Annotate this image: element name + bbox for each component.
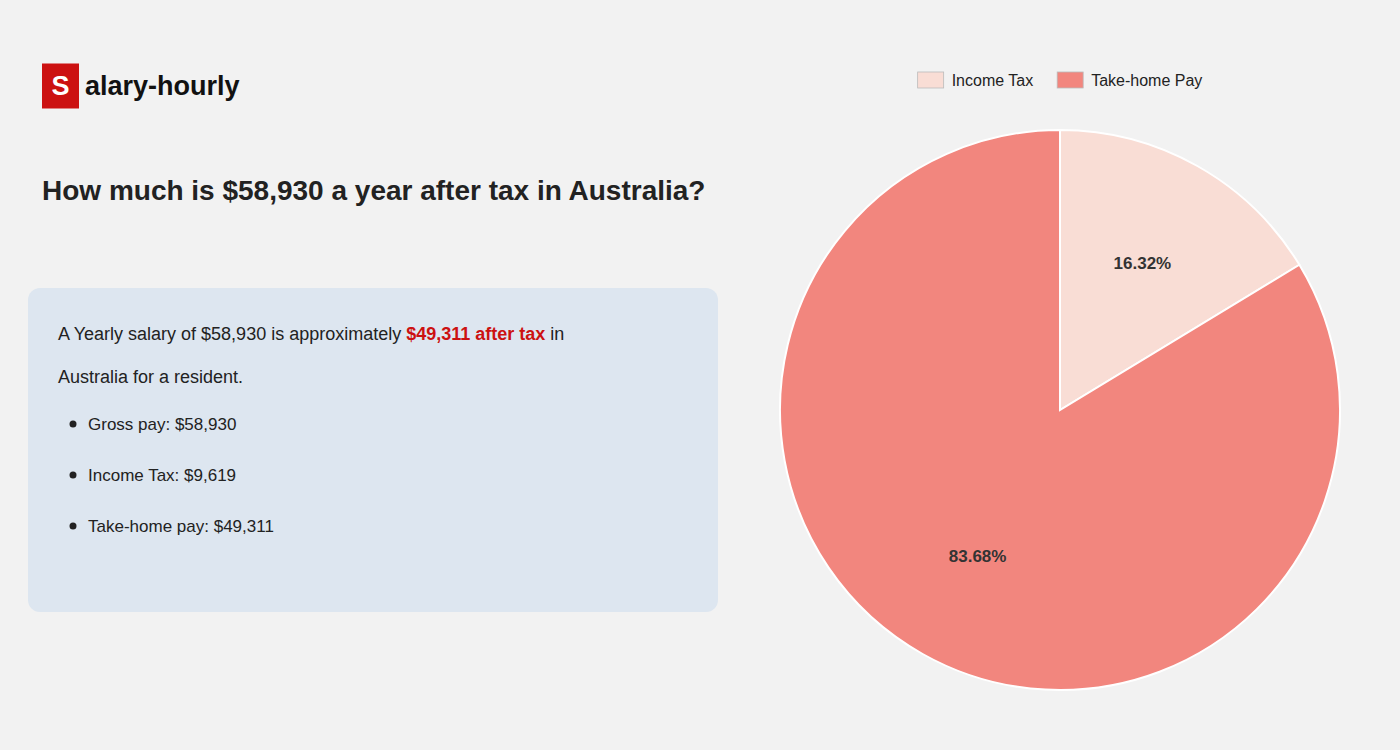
bullet [70,472,77,479]
info-line: A Yearly salary of $58,930 is approximat… [58,324,564,344]
legend-swatch [918,72,944,88]
bullet-text: Take-home pay: $49,311 [88,517,274,536]
bullet [70,421,77,428]
legend: Income Tax Take-home Pay [918,72,1203,89]
legend-swatch [1057,72,1083,88]
bullet-text: Gross pay: $58,930 [88,415,236,434]
bullet [70,523,77,530]
info-line: Australia for a resident. [58,367,243,387]
pie-slice [780,130,1340,690]
background [0,0,1400,750]
info-text: A Yearly salary of $58,930 is approximat… [58,324,406,344]
data-labels: 16.32% 83.68% [949,254,1171,566]
title: How much is $58,930 a year after tax in … [42,175,705,206]
legend-item: Take-home Pay [1057,72,1202,89]
pie [780,130,1340,690]
info-text: in [545,324,564,344]
chart: Salary-hourly How much is $58,930 a year … [0,0,1400,750]
info-box [28,288,718,612]
data-label: 16.32% [1114,254,1172,273]
legend-label: Take-home Pay [1091,72,1202,89]
logo-text: alary-hourly [85,71,240,101]
data-label: 83.68% [949,547,1007,566]
logo-letter: S [51,71,69,101]
logo-box [42,64,79,109]
legend-label: Income Tax [952,72,1034,89]
bullet-text: Income Tax: $9,619 [88,466,236,485]
legend-item: Income Tax [918,72,1034,89]
info-text: $49,311 after tax [406,324,545,344]
